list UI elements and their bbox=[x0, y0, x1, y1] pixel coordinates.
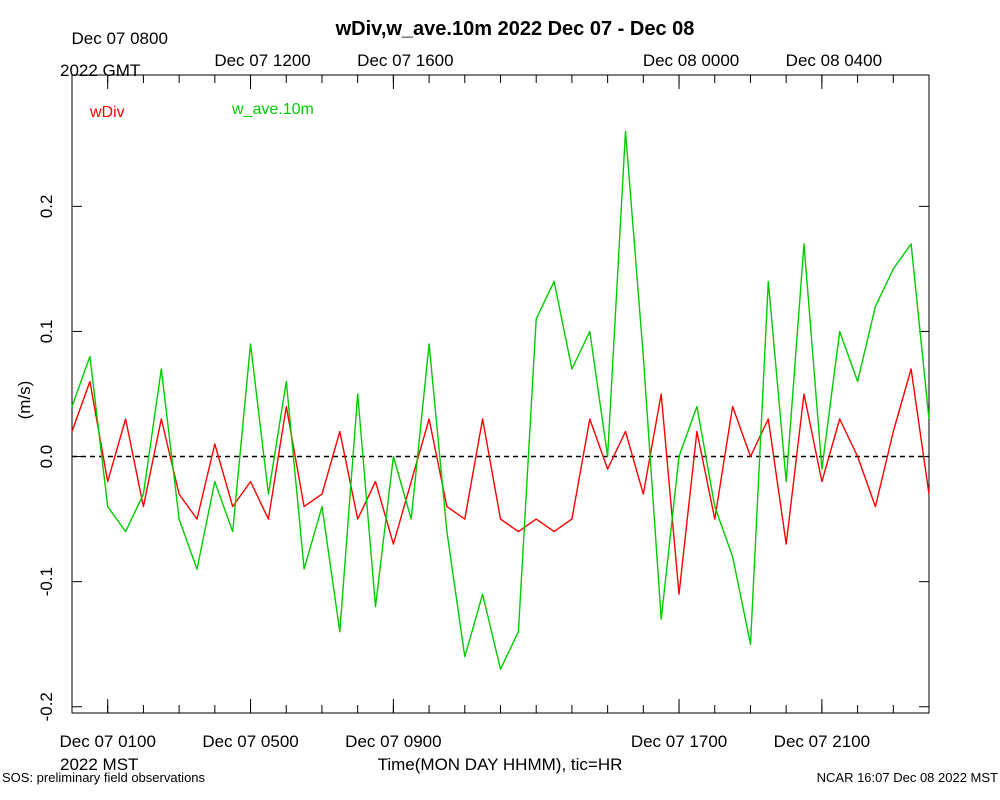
x-tick-label-top: Dec 07 0800 bbox=[72, 29, 168, 48]
top-timezone-label: 2022 GMT bbox=[60, 61, 140, 80]
chart-title: wDiv,w_ave.10m 2022 Dec 07 - Dec 08 bbox=[335, 18, 695, 40]
y-axis-label: (m/s) bbox=[15, 381, 34, 420]
footer-source: SOS: preliminary field observations bbox=[2, 770, 206, 785]
x-tick-label-bottom: Dec 07 0100 bbox=[60, 732, 156, 751]
y-tick-label: -0.2 bbox=[37, 692, 56, 721]
y-tick-label: 0.1 bbox=[37, 320, 56, 344]
x-axis-label: Time(MON DAY HHMM), tic=HR bbox=[378, 755, 623, 774]
y-tick-label: 0.2 bbox=[37, 195, 56, 219]
legend-wdiv: wDiv bbox=[89, 104, 125, 121]
x-tick-label-bottom: Dec 07 0500 bbox=[202, 732, 298, 751]
series-layer bbox=[71, 130, 930, 670]
x-tick-label-top: Dec 07 1600 bbox=[357, 51, 453, 70]
x-tick-label-top: Dec 08 0400 bbox=[786, 51, 882, 70]
y-tick-label: -0.1 bbox=[37, 567, 56, 596]
series-line-wdiv bbox=[71, 368, 930, 595]
x-axis-top: Dec 07 0800 Dec 07 1200 Dec 07 1600 Dec 08 … bbox=[71, 29, 930, 89]
x-tick-label-top: Dec 08 0000 bbox=[643, 51, 739, 70]
plot-frame bbox=[71, 74, 930, 714]
x-axis-bottom: Dec 07 0100 Dec 07 0500 Dec 07 0900 Dec 07 … bbox=[60, 699, 930, 751]
bottom-timezone-label: 2022 MST bbox=[60, 755, 138, 774]
footer-timestamp: NCAR 16:07 Dec 08 2022 MST bbox=[817, 770, 998, 785]
series-line-w-ave bbox=[71, 130, 930, 670]
x-tick-label-bottom: Dec 07 1700 bbox=[631, 732, 727, 751]
x-tick-label-bottom: Dec 07 2100 bbox=[774, 732, 870, 751]
x-tick-label-top: Dec 07 1200 bbox=[214, 51, 310, 70]
y-axis: -0.2 -0.1 0.0 0.1 0.2 bbox=[37, 195, 929, 721]
legend-w-ave: w_ave.10m bbox=[231, 101, 314, 118]
y-tick-label: 0.0 bbox=[37, 445, 56, 469]
x-tick-label-bottom: Dec 07 0900 bbox=[345, 732, 441, 751]
